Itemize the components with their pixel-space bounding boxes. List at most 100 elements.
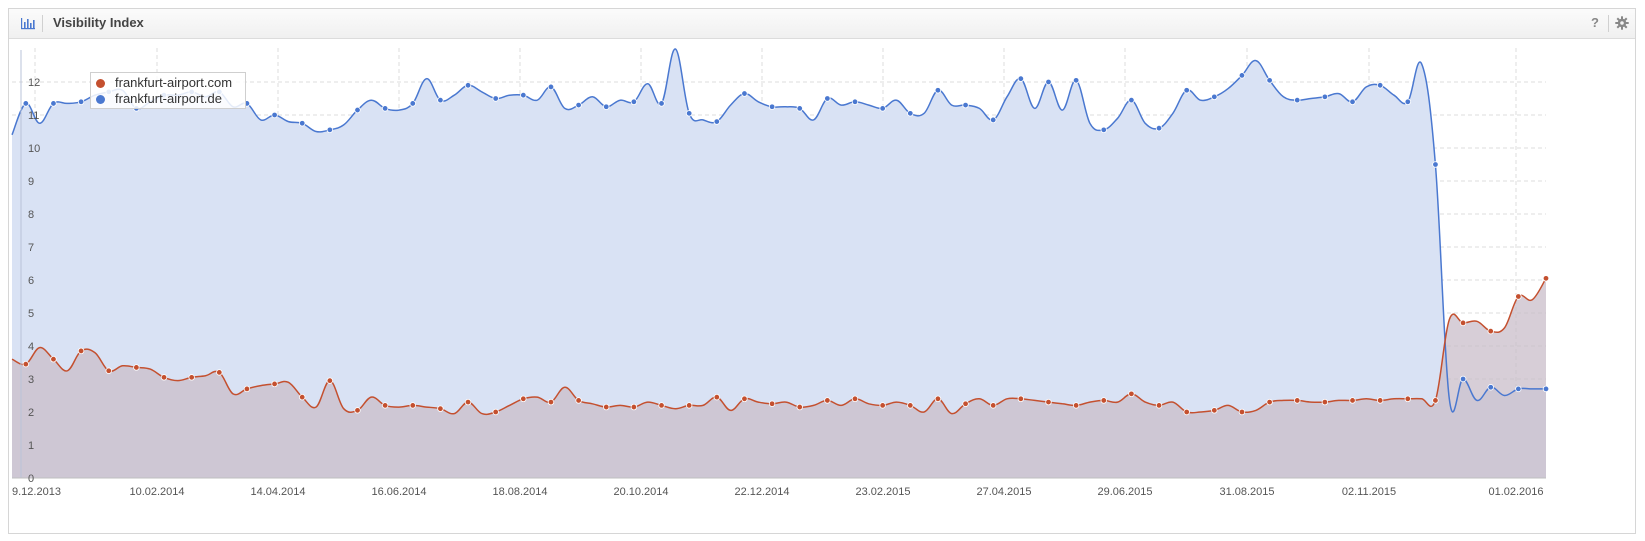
data-point-frankfurt-airport-de xyxy=(879,105,886,112)
y-tick-label: 9 xyxy=(28,176,34,188)
data-point-frankfurt-airport-de xyxy=(1211,93,1218,101)
panel-header: Visibility Index ? xyxy=(9,9,1635,39)
data-point-frankfurt-airport-de xyxy=(1487,384,1494,391)
help-button[interactable]: ? xyxy=(1591,15,1599,30)
data-point-frankfurt-airport-com xyxy=(1459,319,1467,327)
data-point-frankfurt-airport-com xyxy=(934,395,942,402)
data-point-frankfurt-airport-com xyxy=(1404,395,1412,402)
data-point-frankfurt-airport-com xyxy=(133,364,140,371)
legend-item-de[interactable]: frankfurt-airport.de xyxy=(96,91,222,107)
data-point-frankfurt-airport-com xyxy=(907,402,914,409)
data-point-frankfurt-airport-com xyxy=(658,402,665,409)
x-tick-label: 23.02.2015 xyxy=(855,486,910,498)
data-point-frankfurt-airport-de xyxy=(685,110,693,117)
data-point-frankfurt-airport-de xyxy=(658,100,665,107)
data-point-frankfurt-airport-de xyxy=(299,120,306,127)
data-point-frankfurt-airport-de xyxy=(1238,72,1246,79)
bar-chart-icon[interactable] xyxy=(20,16,36,30)
x-tick-label: 01.02.2016 xyxy=(1488,486,1543,498)
data-point-frankfurt-airport-de xyxy=(1155,124,1163,132)
data-point-frankfurt-airport-de xyxy=(741,90,748,97)
data-point-frankfurt-airport-de xyxy=(437,96,444,104)
data-point-frankfurt-airport-com xyxy=(1211,407,1218,414)
x-tick-label: 9.12.2013 xyxy=(12,486,61,498)
data-point-frankfurt-airport-com xyxy=(603,403,610,411)
header-divider xyxy=(42,15,43,32)
data-point-frankfurt-airport-de xyxy=(50,100,57,107)
legend-item-com[interactable]: frankfurt-airport.com xyxy=(96,75,232,91)
x-tick-label: 18.08.2014 xyxy=(492,486,547,498)
data-point-frankfurt-airport-com xyxy=(216,369,223,376)
data-point-frankfurt-airport-com xyxy=(1045,398,1052,406)
data-point-frankfurt-airport-com xyxy=(630,403,638,411)
y-tick-label: 1 xyxy=(28,440,34,452)
data-point-frankfurt-airport-com xyxy=(575,397,582,404)
data-point-frankfurt-airport-de xyxy=(1072,77,1080,84)
data-point-frankfurt-airport-com xyxy=(1128,390,1135,398)
data-point-frankfurt-airport-com xyxy=(741,395,748,402)
y-tick-label: 10 xyxy=(28,143,40,155)
x-tick-label: 14.04.2014 xyxy=(250,486,305,498)
data-point-frankfurt-airport-de xyxy=(409,100,416,107)
data-point-frankfurt-airport-de xyxy=(824,95,831,102)
data-point-frankfurt-airport-com xyxy=(243,385,251,393)
data-point-frankfurt-airport-de xyxy=(1321,93,1329,101)
data-point-frankfurt-airport-com xyxy=(547,398,555,406)
y-tick-label: 8 xyxy=(28,209,34,221)
legend-marker-com xyxy=(96,79,105,88)
area-fill-frankfurt-airport-com xyxy=(12,278,1546,478)
data-point-frankfurt-airport-com xyxy=(1072,402,1080,409)
x-tick-label: 10.02.2014 xyxy=(129,486,184,498)
x-tick-label: 16.06.2014 xyxy=(371,486,426,498)
data-point-frankfurt-airport-com xyxy=(1183,408,1190,416)
data-point-frankfurt-airport-de xyxy=(851,98,859,105)
data-point-frankfurt-airport-com xyxy=(1294,397,1301,404)
data-point-frankfurt-airport-com xyxy=(1100,397,1107,404)
data-point-frankfurt-airport-de xyxy=(713,118,721,125)
data-point-frankfurt-airport-com xyxy=(50,356,57,363)
x-tick-label: 31.08.2015 xyxy=(1219,486,1274,498)
header-divider-right xyxy=(1608,15,1609,32)
data-point-frankfurt-airport-de xyxy=(520,91,527,99)
area-fill-frankfurt-airport-de xyxy=(12,48,1546,479)
panel-title: Visibility Index xyxy=(53,15,144,30)
data-point-frankfurt-airport-de xyxy=(22,100,30,107)
data-point-frankfurt-airport-com xyxy=(409,402,416,409)
data-point-frankfurt-airport-de xyxy=(990,116,997,124)
data-point-frankfurt-airport-com xyxy=(713,393,721,401)
data-point-frankfurt-airport-de xyxy=(1266,77,1273,84)
data-point-frankfurt-airport-com xyxy=(1376,397,1384,404)
y-tick-label: 5 xyxy=(28,308,34,320)
data-point-frankfurt-airport-de xyxy=(1459,375,1467,383)
data-point-frankfurt-airport-de xyxy=(1045,78,1052,86)
data-point-frankfurt-airport-com xyxy=(326,377,334,384)
data-point-frankfurt-airport-com xyxy=(1238,408,1246,416)
data-point-frankfurt-airport-de xyxy=(575,101,582,109)
x-tick-label: 29.06.2015 xyxy=(1097,486,1152,498)
data-point-frankfurt-airport-com xyxy=(1266,398,1273,406)
data-point-frankfurt-airport-de xyxy=(492,95,499,102)
data-point-frankfurt-airport-de xyxy=(768,103,776,110)
y-tick-label: 4 xyxy=(28,341,34,353)
data-point-frankfurt-airport-de xyxy=(962,101,969,109)
data-point-frankfurt-airport-de xyxy=(1432,161,1439,168)
data-point-frankfurt-airport-com xyxy=(437,405,444,412)
data-point-frankfurt-airport-de xyxy=(1515,385,1522,393)
data-point-frankfurt-airport-de xyxy=(381,105,389,112)
y-tick-label: 0 xyxy=(28,473,34,485)
data-point-frankfurt-airport-de xyxy=(464,82,472,89)
data-point-frankfurt-airport-de xyxy=(1376,82,1384,89)
gear-icon[interactable] xyxy=(1615,16,1629,30)
data-point-frankfurt-airport-com xyxy=(22,360,30,368)
data-point-frankfurt-airport-com xyxy=(879,402,886,409)
data-point-frankfurt-airport-com xyxy=(492,408,499,416)
data-point-frankfurt-airport-com xyxy=(1349,397,1356,404)
data-point-frankfurt-airport-com xyxy=(520,395,527,402)
data-point-frankfurt-airport-de xyxy=(907,110,914,117)
data-point-frankfurt-airport-com xyxy=(824,397,831,404)
legend-label-de: frankfurt-airport.de xyxy=(115,91,222,106)
data-point-frankfurt-airport-de xyxy=(1294,96,1301,104)
y-tick-label: 6 xyxy=(28,275,34,287)
data-point-frankfurt-airport-de xyxy=(1128,96,1135,104)
y-tick-label: 12 xyxy=(28,77,40,89)
